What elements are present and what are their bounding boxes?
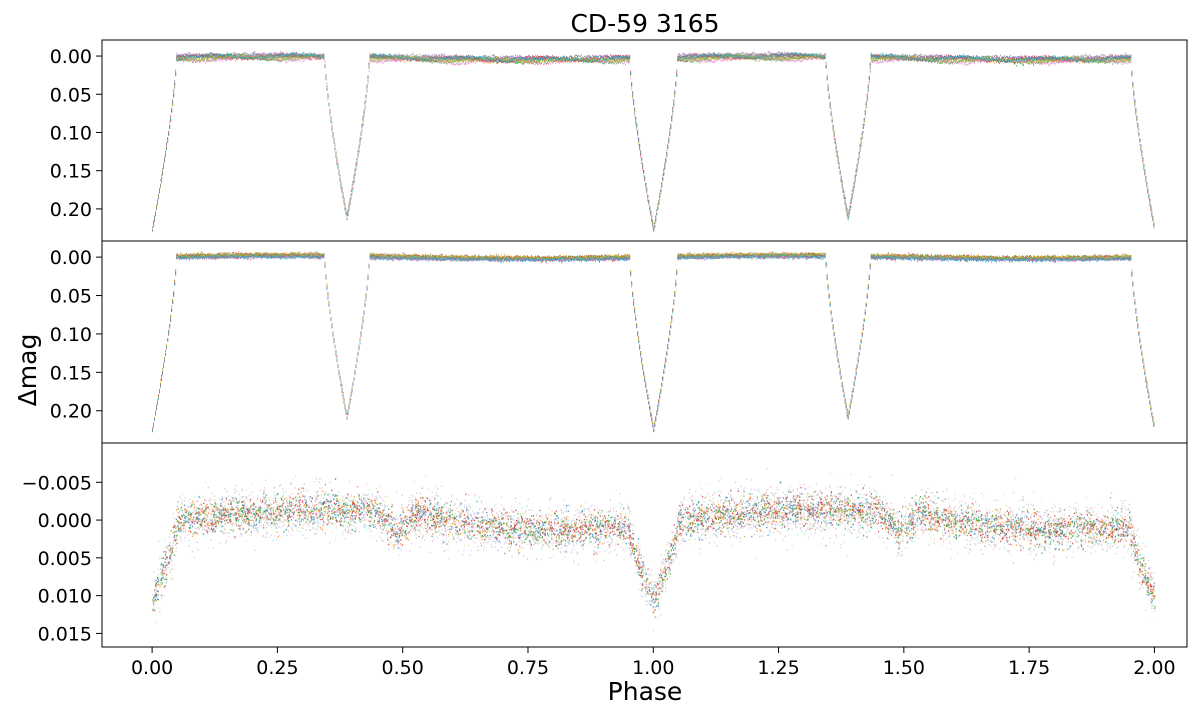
series-4-points <box>152 51 1155 232</box>
series-10-points <box>152 51 1155 232</box>
x-tick-label: 1.50 <box>883 657 925 679</box>
series-6-points <box>152 52 1155 231</box>
residual-series-10-points <box>153 473 1156 610</box>
x-tick-label: 0.00 <box>131 657 173 679</box>
x-tick-label: 2.00 <box>1133 657 1175 679</box>
y-tick-label: 0.000 <box>38 510 92 532</box>
y-tick-label: 0.015 <box>38 623 92 645</box>
residual-series-4-points <box>154 478 1155 614</box>
panel-frame <box>101 39 1188 242</box>
y-tick-label: 0.10 <box>50 122 92 144</box>
x-tick-label: 1.25 <box>757 657 799 679</box>
y-tick-label: 0.20 <box>50 401 92 423</box>
y-tick-label: 0.005 <box>38 548 92 570</box>
x-axis-title: Phase <box>608 677 683 706</box>
residual-series-6-points <box>155 477 1153 618</box>
series-5-points <box>152 253 1155 433</box>
series-9-points <box>152 53 1155 231</box>
x-tick-label: 1.00 <box>632 657 674 679</box>
y-tick-label: 0.15 <box>50 161 92 183</box>
points-observed-light-curve <box>152 51 1155 232</box>
series-1-points <box>152 51 1155 231</box>
residual-series-2-points <box>152 486 1156 612</box>
y-tick-label: 0.00 <box>50 247 92 269</box>
residual-series-7-points <box>152 473 1156 632</box>
panels-group: 0.00 0.05 0.10 0.15 0.20 0.00 0.05 0.10 0.15 0.20… <box>22 39 1188 679</box>
y-tick-label: 0.00 <box>50 46 92 68</box>
series-8-points <box>152 252 1155 433</box>
series-1-points <box>152 253 1155 432</box>
x-tick-label: 1.75 <box>1008 657 1050 679</box>
series-7-points <box>152 252 1155 431</box>
residual-series-5-points <box>153 468 1155 619</box>
series-2-points <box>152 52 1155 232</box>
series-3-points <box>152 53 1155 231</box>
panel-spot-corrected-light-curve: 0.00 0.05 0.10 0.15 0.20 <box>50 240 1188 444</box>
points-residuals <box>152 468 1156 632</box>
x-tick-label: 0.50 <box>382 657 424 679</box>
y-axis-title: Δmag <box>13 334 42 407</box>
series-7-points <box>152 52 1155 231</box>
series-10-points <box>152 253 1155 433</box>
x-tick-label: 0.75 <box>507 657 549 679</box>
residual-series-3-points <box>152 481 1156 611</box>
y-tick-label: 0.20 <box>50 199 92 221</box>
residual-series-9-points <box>155 474 1156 622</box>
series-6-points <box>152 251 1155 431</box>
y-tick-label: 0.05 <box>50 286 92 308</box>
y-tick-label: 0.05 <box>50 84 92 106</box>
panel-frame <box>101 442 1188 648</box>
series-2-points <box>152 251 1155 430</box>
panel-observed-light-curve: 0.00 0.05 0.10 0.15 0.20 <box>50 39 1188 242</box>
residual-series-8-points <box>152 474 1156 608</box>
y-tick-label: −0.005 <box>22 472 92 494</box>
series-4-points <box>152 253 1155 432</box>
panel-residuals: −0.005 0.000 0.005 0.010 0.015 0.00 0.25 0.50 0.… <box>22 442 1188 679</box>
series-9-points <box>152 251 1155 431</box>
y-tick-label: 0.010 <box>38 586 92 608</box>
series-8-points <box>152 51 1155 229</box>
y-tick-label: 0.15 <box>50 362 92 384</box>
x-tick-label: 0.25 <box>256 657 298 679</box>
chart-title: CD-59 3165 <box>570 9 719 38</box>
y-tick-label: 0.10 <box>50 324 92 346</box>
series-3-points <box>152 252 1155 430</box>
points-spot-corrected-light-curve <box>152 251 1155 433</box>
panel-frame <box>101 240 1188 444</box>
series-5-points <box>152 51 1155 232</box>
